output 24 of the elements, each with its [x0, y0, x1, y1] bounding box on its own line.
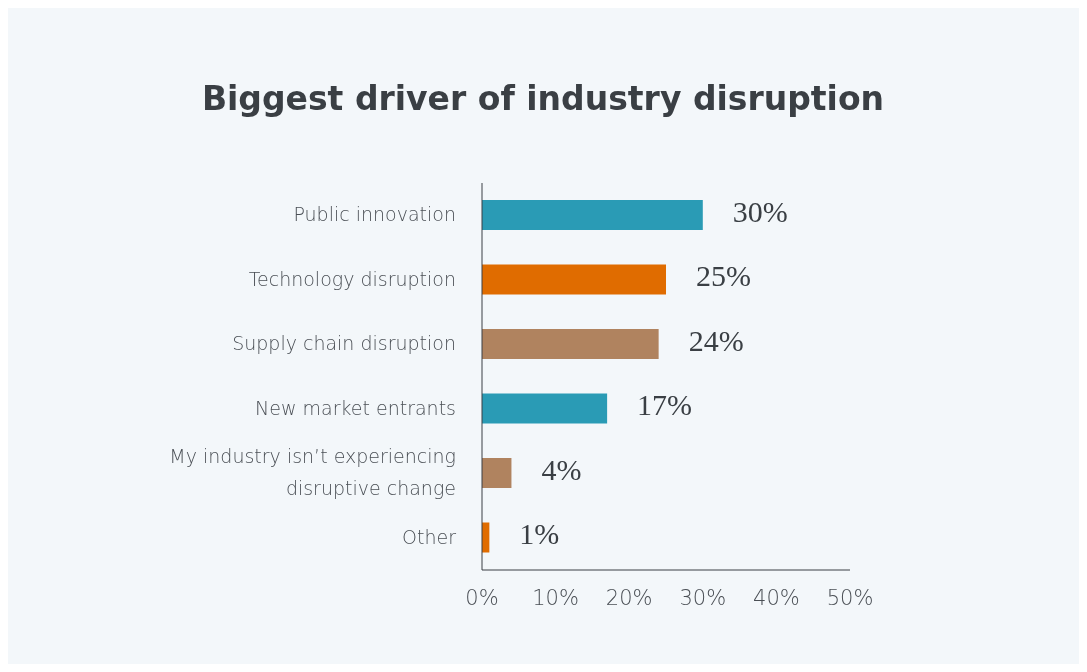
data-label: 1%: [519, 517, 560, 551]
bar: [482, 458, 512, 488]
x-tick-label: 10%: [532, 585, 579, 610]
data-label: 17%: [637, 388, 693, 422]
x-tick-label: 0%: [465, 585, 499, 610]
bar: [482, 200, 703, 230]
x-tick-label: 30%: [679, 585, 727, 610]
y-tick-label: Public innovation: [293, 202, 456, 225]
bar: [482, 264, 666, 295]
y-tick-label: My industry isn’t experiencing disruptive change: [169, 444, 456, 499]
chart-title: Biggest driver of industry disruption: [201, 78, 885, 118]
data-label: 25%: [696, 259, 751, 293]
data-label: 30%: [732, 194, 788, 228]
bar: [482, 329, 659, 359]
y-tick-label: Supply chain disruption: [232, 331, 456, 354]
data-label: 4%: [541, 452, 582, 486]
x-tick-label: 50%: [826, 585, 874, 610]
data-label: 24%: [688, 323, 744, 357]
y-tick-label: New market entrants: [255, 396, 456, 419]
x-tick-label: 40%: [753, 585, 800, 610]
y-tick-label: Other: [402, 525, 457, 548]
y-tick-label: Technology disruption: [248, 267, 456, 290]
x-tick-label: 20%: [605, 585, 653, 610]
bar: [482, 393, 608, 424]
